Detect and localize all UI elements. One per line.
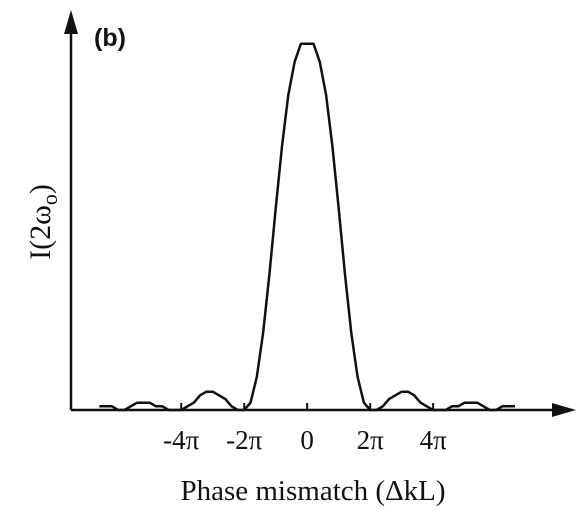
y-axis-arrowhead [64, 10, 78, 34]
x-tick-label: 2π [357, 425, 385, 455]
panel-label: (b) [94, 24, 126, 52]
x-tick-label: -4π [163, 425, 199, 455]
x-ticks: -4π -2π 0 2π 4π [163, 403, 447, 455]
y-axis-label-main: I(2ω [24, 205, 57, 260]
x-tick-label: -2π [226, 425, 262, 455]
series-group [99, 42, 515, 412]
x-tick-label: 4π [420, 425, 448, 455]
y-axis-label: I(2ωo) [24, 184, 62, 260]
axes [64, 10, 576, 417]
x-tick-label: 0 [300, 425, 314, 455]
x-axis-arrowhead [552, 403, 576, 417]
sinc-squared-curve [99, 42, 515, 412]
y-axis-label-close: ) [24, 184, 57, 194]
x-axis-label: Phase mismatch (ΔkL) [180, 475, 445, 507]
y-axis-label-subscript: o [37, 194, 62, 205]
